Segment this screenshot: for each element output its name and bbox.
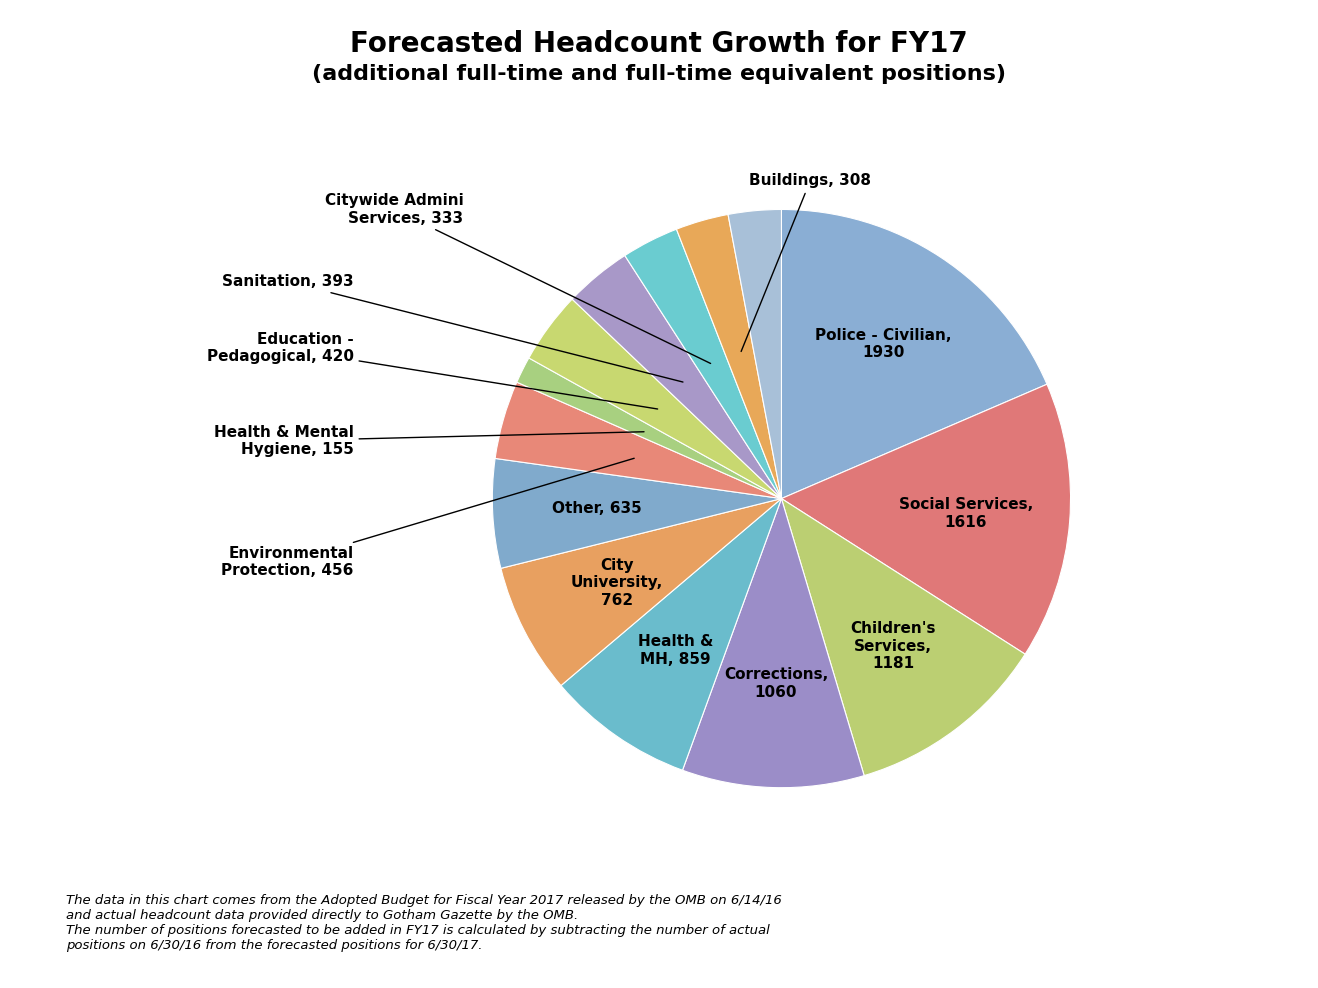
Wedge shape: [572, 256, 782, 499]
Wedge shape: [683, 499, 865, 787]
Wedge shape: [625, 229, 782, 499]
Wedge shape: [676, 214, 782, 499]
Wedge shape: [782, 499, 1025, 776]
Text: The data in this chart comes from the Adopted Budget for Fiscal Year 2017 releas: The data in this chart comes from the Ad…: [66, 894, 782, 952]
Wedge shape: [493, 458, 782, 568]
Text: Corrections,
1060: Corrections, 1060: [724, 667, 828, 700]
Wedge shape: [782, 384, 1070, 654]
Text: Social Services,
1616: Social Services, 1616: [899, 497, 1033, 530]
Text: City
University,
762: City University, 762: [571, 558, 663, 608]
Wedge shape: [561, 499, 782, 771]
Text: Buildings, 308: Buildings, 308: [741, 173, 871, 352]
Text: Children's
Services,
1181: Children's Services, 1181: [850, 621, 936, 671]
Text: Sanitation, 393: Sanitation, 393: [221, 275, 683, 382]
Text: Other, 635: Other, 635: [552, 501, 642, 516]
Text: Forecasted Headcount Growth for FY17: Forecasted Headcount Growth for FY17: [351, 31, 967, 58]
Wedge shape: [728, 209, 782, 499]
Wedge shape: [501, 499, 782, 686]
Text: Health & Mental
Hygiene, 155: Health & Mental Hygiene, 155: [214, 425, 645, 457]
Wedge shape: [496, 382, 782, 499]
Wedge shape: [517, 358, 782, 499]
Text: Environmental
Protection, 456: Environmental Protection, 456: [221, 458, 634, 578]
Wedge shape: [529, 299, 782, 499]
Text: Education -
Pedagogical, 420: Education - Pedagogical, 420: [207, 332, 658, 409]
Text: (additional full-time and full-time equivalent positions): (additional full-time and full-time equi…: [312, 64, 1006, 84]
Text: Health &
MH, 859: Health & MH, 859: [638, 634, 713, 667]
Text: Police - Civilian,
1930: Police - Civilian, 1930: [815, 328, 952, 361]
Wedge shape: [782, 209, 1046, 499]
Text: Citywide Admini
Services, 333: Citywide Admini Services, 333: [324, 194, 710, 364]
